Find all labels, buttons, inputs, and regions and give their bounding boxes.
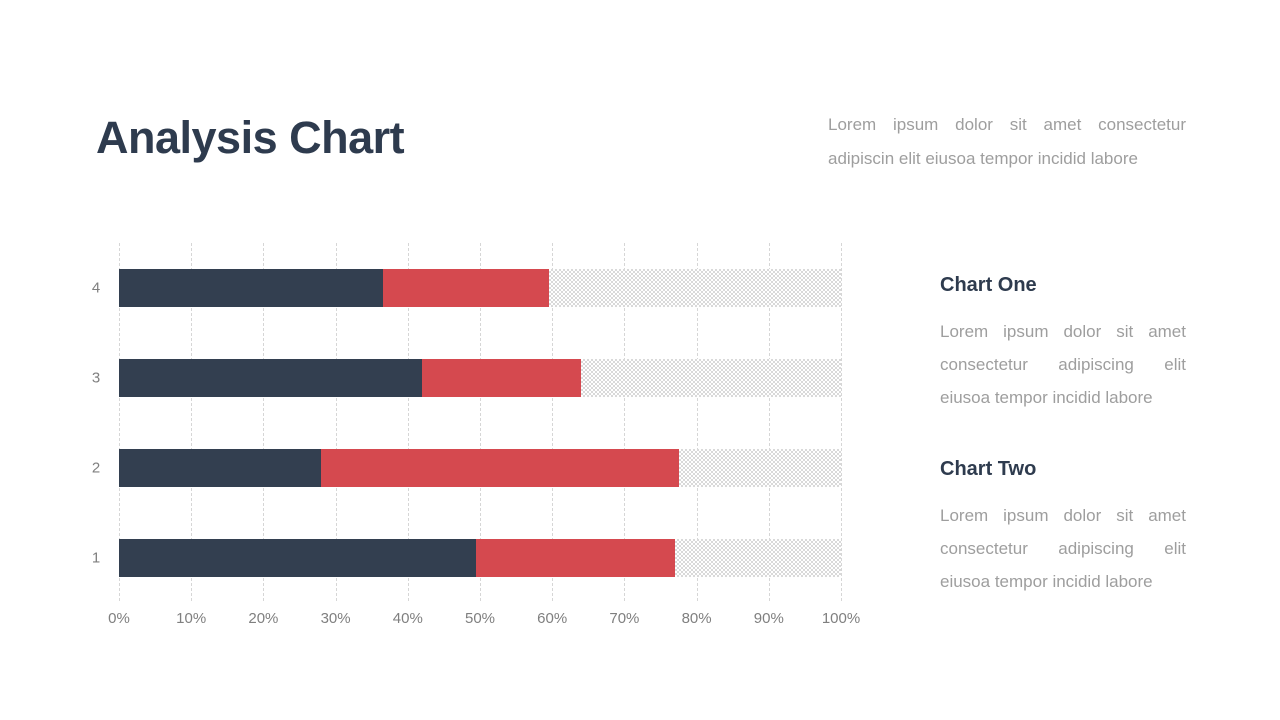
gridline [841, 243, 842, 603]
segment-gray-pattern [678, 449, 841, 487]
gridline [191, 243, 193, 603]
x-tick-label: 100% [821, 610, 861, 627]
chart-bar-row: 4 [92, 243, 841, 333]
category-label: 2 [91, 459, 101, 477]
x-tick-label: 0% [108, 610, 130, 627]
segment-gray-pattern [674, 539, 841, 577]
gridline [407, 243, 409, 603]
gridline [768, 243, 770, 603]
side-section-chart-two: Chart Two Lorem ipsum dolor sit amet con… [940, 458, 1186, 598]
gridline [696, 243, 698, 603]
segment-navy [119, 269, 383, 307]
bar-track [119, 269, 841, 307]
x-tick-label: 90% [753, 610, 784, 627]
chart-one-body: Lorem ipsum dolor sit amet consectetur a… [940, 322, 1186, 407]
gridline [480, 243, 481, 603]
chart-two-heading: Chart Two [940, 458, 1037, 480]
category-label: 4 [91, 279, 101, 297]
x-tick-label: 10% [176, 610, 207, 627]
segment-red [476, 539, 675, 577]
bar-track [119, 449, 841, 487]
segment-red [321, 449, 679, 487]
chart-bar-row: 1 [92, 513, 841, 603]
analysis-bar-chart: 4 3 2 1 [92, 243, 842, 603]
page-title: Analysis Chart [96, 112, 405, 163]
category-label: 3 [91, 369, 101, 387]
x-tick-label: 20% [248, 610, 279, 627]
chart-one-heading: Chart One [940, 274, 1037, 296]
segment-navy [119, 449, 322, 487]
side-section-chart-one: Chart One Lorem ipsum dolor sit amet con… [940, 274, 1186, 414]
chart-bar-row: 3 [92, 333, 841, 423]
segment-red [382, 269, 549, 307]
side-panel: Chart One Lorem ipsum dolor sit amet con… [940, 274, 1186, 598]
bar-track [119, 539, 841, 577]
gridline [552, 243, 554, 603]
x-tick-label: 40% [392, 610, 423, 627]
x-tick-label: 60% [537, 610, 568, 627]
bar-track [119, 359, 841, 397]
gridline [335, 243, 337, 603]
segment-navy [119, 539, 477, 577]
chart-two-body: Lorem ipsum dolor sit amet consectetur a… [940, 506, 1186, 591]
segment-gray-pattern [581, 359, 841, 397]
segment-gray-pattern [548, 269, 841, 307]
x-tick-label: 50% [464, 610, 496, 627]
x-axis: 0% 10% 20% 30% 40% 50% 60% 70% 80% 90% 100% [108, 610, 860, 630]
intro-paragraph: Lorem ipsum dolor sit amet consectetur a… [828, 115, 1186, 168]
gridline [119, 243, 120, 603]
chart-bar-row: 2 [92, 423, 841, 513]
category-label: 1 [91, 549, 101, 567]
x-tick-label: 70% [609, 610, 640, 627]
x-tick-label: 30% [320, 610, 351, 627]
segment-navy [119, 359, 423, 397]
segment-red [422, 359, 582, 397]
gridline [263, 243, 265, 603]
gridline [624, 243, 626, 603]
x-tick-label: 80% [681, 610, 712, 627]
